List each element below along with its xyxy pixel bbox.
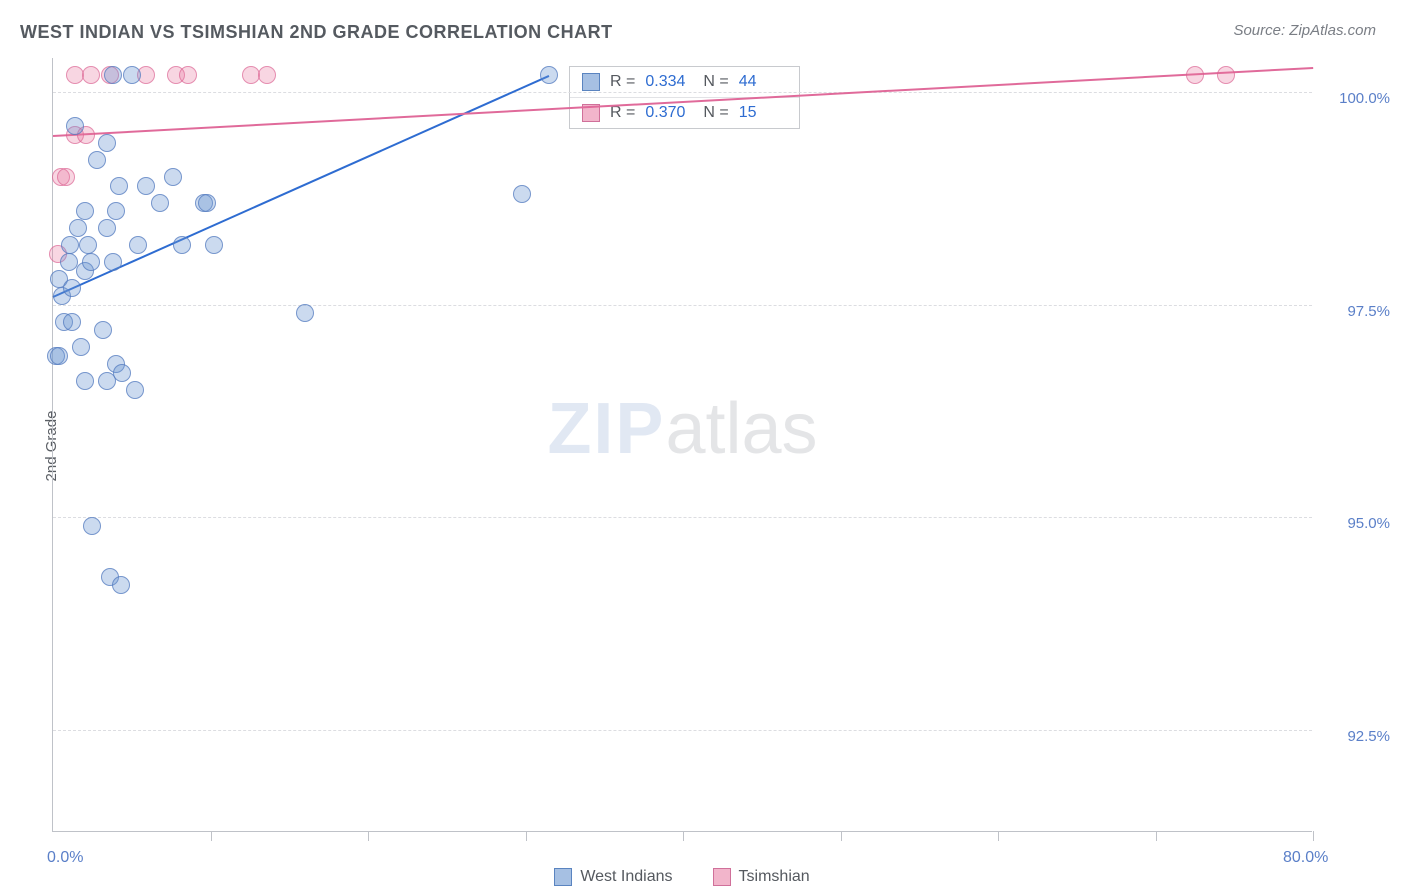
y-tick-label: 100.0% [1339, 90, 1390, 107]
swatch-pink-icon [713, 868, 731, 886]
data-point [110, 177, 128, 195]
n-label: N = [703, 104, 728, 122]
scatter-plot: ZIPatlas R = 0.334 N = 44 R = 0.370 N = … [52, 58, 1312, 832]
data-point [198, 194, 216, 212]
data-point [513, 185, 531, 203]
data-point [63, 279, 81, 297]
x-tick [683, 831, 684, 841]
data-point [57, 168, 75, 186]
data-point [1217, 66, 1235, 84]
n-value: 15 [739, 104, 787, 122]
swatch-blue-icon [554, 868, 572, 886]
data-point [540, 66, 558, 84]
data-point [113, 364, 131, 382]
legend: West Indians Tsimshian [52, 868, 1312, 886]
x-tick [998, 831, 999, 841]
data-point [94, 321, 112, 339]
x-tick-label: 80.0% [1283, 849, 1328, 867]
x-tick [1156, 831, 1157, 841]
data-point [66, 117, 84, 135]
n-value: 44 [739, 73, 787, 91]
watermark: ZIPatlas [547, 388, 817, 470]
gridline [53, 517, 1312, 518]
data-point [61, 236, 79, 254]
legend-label: Tsimshian [739, 868, 810, 886]
data-point [137, 177, 155, 195]
gridline [53, 305, 1312, 306]
data-point [123, 66, 141, 84]
data-point [1186, 66, 1204, 84]
data-point [76, 202, 94, 220]
data-point [258, 66, 276, 84]
legend-item-west-indians: West Indians [554, 868, 672, 886]
x-tick [526, 831, 527, 841]
watermark-zip: ZIP [547, 389, 665, 469]
data-point [104, 253, 122, 271]
y-tick-label: 95.0% [1347, 515, 1390, 532]
y-tick-label: 92.5% [1347, 728, 1390, 745]
x-tick-label: 0.0% [47, 849, 83, 867]
watermark-atlas: atlas [665, 389, 817, 469]
data-point [60, 253, 78, 271]
swatch-blue-icon [582, 73, 600, 91]
data-point [151, 194, 169, 212]
data-point [98, 134, 116, 152]
legend-item-tsimshian: Tsimshian [713, 868, 810, 886]
data-point [79, 236, 97, 254]
data-point [82, 253, 100, 271]
r-value: 0.334 [645, 73, 693, 91]
x-tick [1313, 831, 1314, 841]
data-point [129, 236, 147, 254]
r-label: R = [610, 73, 635, 91]
data-point [50, 347, 68, 365]
chart-title: WEST INDIAN VS TSIMSHIAN 2ND GRADE CORRE… [20, 22, 613, 43]
data-point [104, 66, 122, 84]
data-point [69, 219, 87, 237]
data-point [88, 151, 106, 169]
data-point [63, 313, 81, 331]
gridline [53, 730, 1312, 731]
y-tick-label: 97.5% [1347, 303, 1390, 320]
gridline [53, 92, 1312, 93]
n-label: N = [703, 73, 728, 91]
x-tick [211, 831, 212, 841]
data-point [76, 372, 94, 390]
data-point [112, 576, 130, 594]
data-point [179, 66, 197, 84]
source-label: Source: ZipAtlas.com [1233, 22, 1376, 39]
data-point [72, 338, 90, 356]
data-point [296, 304, 314, 322]
data-point [126, 381, 144, 399]
data-point [82, 66, 100, 84]
r-value: 0.370 [645, 104, 693, 122]
x-tick [368, 831, 369, 841]
data-point [205, 236, 223, 254]
x-tick [841, 831, 842, 841]
legend-label: West Indians [580, 868, 672, 886]
data-point [98, 219, 116, 237]
data-point [164, 168, 182, 186]
data-point [107, 202, 125, 220]
data-point [173, 236, 191, 254]
data-point [83, 517, 101, 535]
